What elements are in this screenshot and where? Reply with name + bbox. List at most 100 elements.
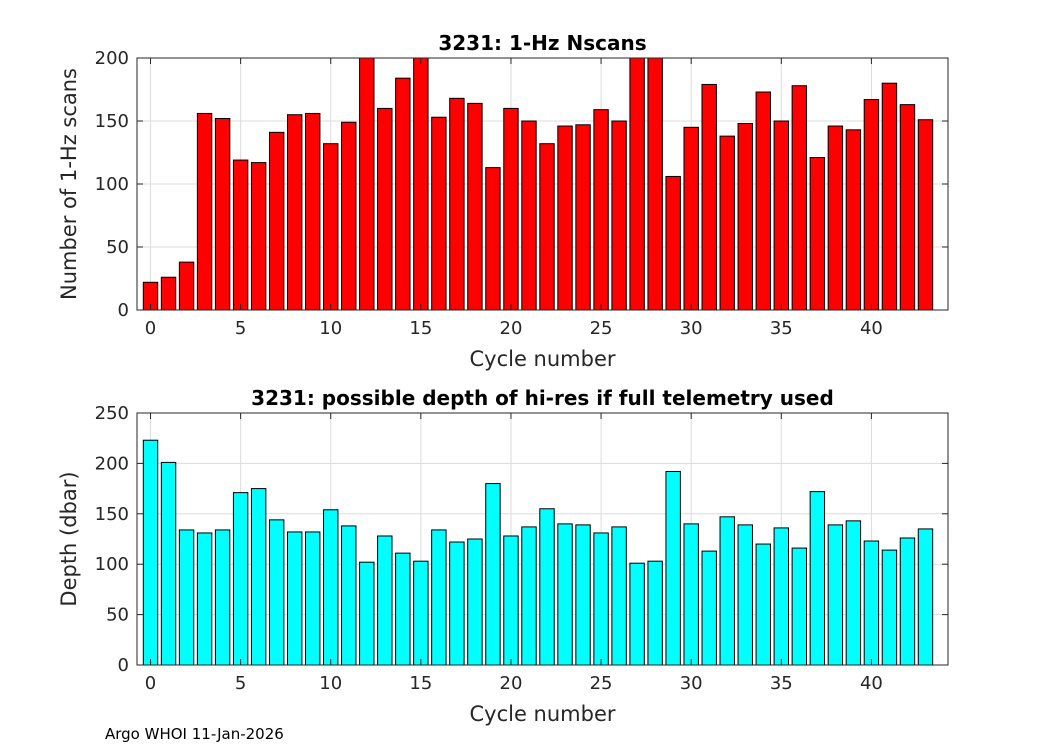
chart1-x-axis-label: Cycle number [469, 347, 615, 371]
chart1-y-tick-label: 100 [95, 174, 129, 195]
chart2-bar [827, 524, 844, 666]
chart2-y-tick-label: 0 [118, 655, 129, 676]
chart2-x-tick-label: 25 [590, 673, 613, 694]
chart1-bar [629, 57, 645, 311]
chart2-x-tick-label: 40 [860, 673, 883, 694]
chart1-x-tick-label: 15 [409, 318, 432, 339]
chart1-bar [701, 83, 717, 311]
chart2-bar [791, 547, 808, 666]
chart1-x-tick-label: 35 [770, 318, 793, 339]
chart2-x-tick-label: 30 [680, 673, 703, 694]
chart2-bar [593, 532, 609, 666]
chart2-bar [395, 552, 411, 666]
chart2-bar [142, 439, 159, 666]
chart1-bar [557, 125, 573, 311]
chart1-x-tick-label: 20 [500, 318, 523, 339]
chart1-bar [521, 120, 537, 311]
chart1-x-tick-label: 25 [590, 318, 613, 339]
chart1-bar [431, 116, 447, 311]
chart1-bar [647, 57, 663, 311]
chart1-bar [665, 175, 681, 311]
chart2-bar [737, 524, 753, 666]
chart2-bar [899, 537, 916, 666]
chart1-bar [286, 114, 303, 311]
chart2-axes-frame [136, 412, 949, 666]
chart2-bar [268, 519, 285, 666]
chart2-bar [629, 562, 645, 666]
chart2-title: 3231: possible depth of hi-res if full t… [251, 386, 834, 410]
chart2-x-axis-label: Cycle number [469, 702, 615, 726]
chart2-bar [431, 529, 447, 666]
chart1-bar [449, 97, 465, 311]
chart2-x-tick-label: 0 [145, 673, 156, 694]
chart1-bar [899, 104, 916, 311]
chart1-x-tick-label: 5 [235, 318, 246, 339]
chart2-bar [809, 491, 826, 666]
chart1-x-tick-label: 10 [319, 318, 342, 339]
chart2-bar [160, 461, 177, 666]
chart2-bar [305, 531, 321, 666]
chart1-bar [178, 261, 195, 311]
chart2-bar [719, 516, 735, 666]
chart1-y-tick-label: 50 [106, 237, 129, 258]
chart2-bar [232, 492, 249, 666]
footer-text: Argo WHOI 11-Jan-2026 [105, 725, 284, 743]
chart1-bar [323, 143, 339, 311]
chart1-bar [160, 276, 177, 311]
chart1-y-tick-label: 0 [118, 300, 129, 321]
chart2-bar [503, 535, 519, 666]
chart2-bar [377, 535, 393, 666]
chart1-x-tick-label: 40 [860, 318, 883, 339]
chart2-bar [611, 526, 627, 666]
chart1-title: 3231: 1-Hz Nscans [438, 31, 646, 55]
chart2-y-tick-label: 200 [95, 453, 129, 474]
chart2-bar [196, 532, 213, 666]
chart2-bar [178, 529, 195, 666]
chart1-y-tick-label: 200 [95, 48, 129, 69]
chart2-bar [341, 525, 357, 666]
chart2-y-tick-label: 50 [106, 605, 129, 626]
chart2-x-tick-label: 35 [770, 673, 793, 694]
chart2-bar [845, 520, 862, 666]
chart1-bar [611, 120, 627, 311]
chart2-y-tick-label: 250 [95, 403, 129, 424]
chart2-bar [917, 528, 934, 666]
chart2-bar [701, 550, 717, 666]
chart2-bar [467, 538, 483, 666]
chart2-bar [521, 526, 537, 666]
chart1-y-tick-label: 150 [95, 111, 129, 132]
chart1-bar [827, 125, 844, 311]
chart1-bar [232, 159, 249, 311]
chart2-bar [575, 524, 591, 666]
chart2-y-axis-label: Depth (dbar) [57, 471, 81, 606]
chart1-bar [305, 112, 321, 311]
chart1-bar [683, 126, 699, 311]
chart2-bar [214, 529, 231, 666]
chart1-bar [863, 99, 880, 311]
chart2-bar [323, 509, 339, 666]
chart1-bar [250, 162, 267, 311]
chart2-bar [359, 561, 375, 666]
chart1-bar [755, 91, 771, 311]
chart2-y-tick-label: 100 [95, 554, 129, 575]
chart2-bar [647, 560, 663, 666]
chart2-x-tick-label: 5 [235, 673, 246, 694]
chart1-bar [809, 157, 826, 311]
chart2-x-tick-label: 20 [500, 673, 523, 694]
chart2-bar [485, 483, 501, 666]
chart1-bar [503, 107, 519, 311]
chart1-bar [791, 85, 808, 311]
chart1-bar [719, 135, 735, 311]
chart2-bar [286, 531, 303, 666]
chart1-bar [413, 57, 429, 311]
chart2-x-tick-label: 10 [319, 673, 342, 694]
chart2-x-tick-label: 15 [409, 673, 432, 694]
chart1-bar [845, 129, 862, 311]
chart2-bar [881, 549, 898, 666]
chart2-bar [683, 523, 699, 666]
chart1-bar [377, 107, 393, 311]
chart2-bar [557, 523, 573, 666]
chart1-bar [341, 121, 357, 311]
chart1-x-tick-label: 0 [145, 318, 156, 339]
